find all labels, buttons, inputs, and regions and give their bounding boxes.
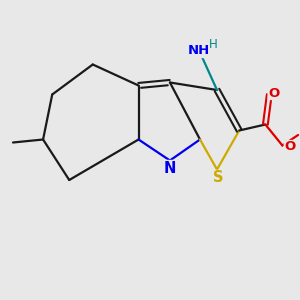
Text: O: O [284, 140, 296, 154]
Text: NH: NH [188, 44, 210, 58]
Text: H: H [209, 38, 218, 52]
Text: N: N [163, 160, 176, 175]
Text: O: O [268, 86, 279, 100]
Text: S: S [213, 170, 224, 185]
